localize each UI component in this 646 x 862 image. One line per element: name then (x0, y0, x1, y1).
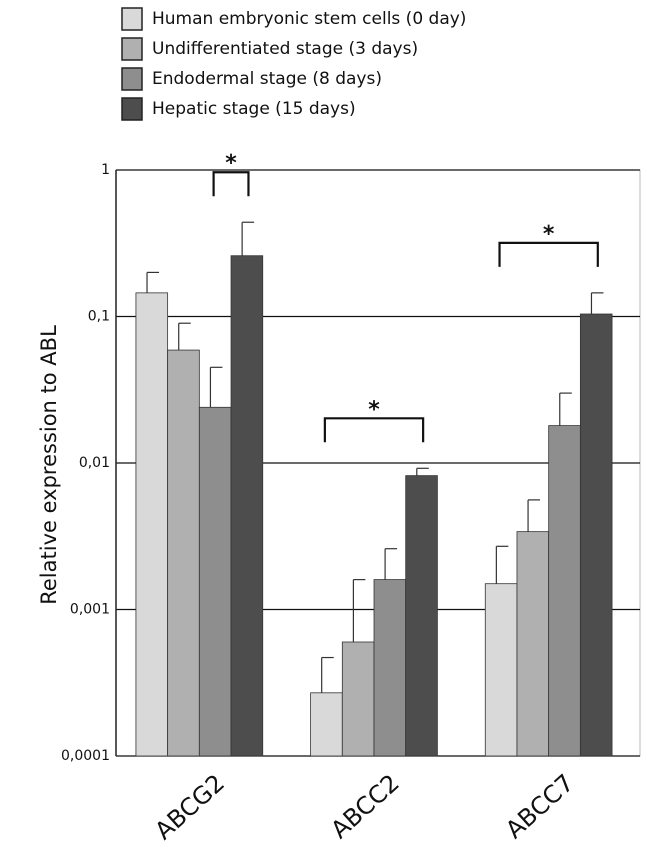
legend-swatch (121, 67, 143, 91)
bar (310, 692, 343, 757)
bar (135, 292, 169, 757)
y-tick-label: 0,01 (79, 455, 110, 471)
bar (579, 313, 613, 757)
x-tick-label: ABCG2 (150, 769, 230, 845)
y-axis-label: Relative expression to ABL (37, 325, 61, 605)
bar (198, 406, 232, 757)
bar (230, 255, 264, 757)
legend-label: Undifferentiated stage (3 days) (152, 39, 418, 59)
bar (516, 531, 550, 757)
significance-bracket (212, 171, 250, 197)
y-tick-label: 0,1 (88, 309, 110, 325)
bar (405, 475, 438, 757)
legend-swatch (121, 7, 143, 31)
y-tick-label: 0,001 (70, 602, 110, 618)
x-tick-label: ABCC7 (500, 769, 579, 844)
legend-label: Human embryonic stem cells (0 day) (152, 9, 466, 29)
legend-label: Hepatic stage (15 days) (152, 99, 356, 119)
bar (341, 641, 375, 757)
significance-label: * (368, 397, 380, 422)
bar (548, 425, 581, 757)
x-tick-label: ABCC2 (326, 769, 405, 844)
bar (167, 349, 200, 757)
significance-label: * (225, 151, 237, 176)
legend-swatch (121, 37, 143, 61)
significance-bracket (498, 241, 599, 267)
significance-label: * (543, 222, 555, 247)
bar (373, 579, 407, 757)
bar (484, 583, 518, 757)
significance-bracket (323, 417, 425, 443)
y-tick-label: 1 (101, 162, 110, 178)
legend-swatch (121, 97, 143, 121)
legend-label: Endodermal stage (8 days) (152, 69, 382, 89)
y-tick-label: 0,0001 (61, 748, 110, 764)
